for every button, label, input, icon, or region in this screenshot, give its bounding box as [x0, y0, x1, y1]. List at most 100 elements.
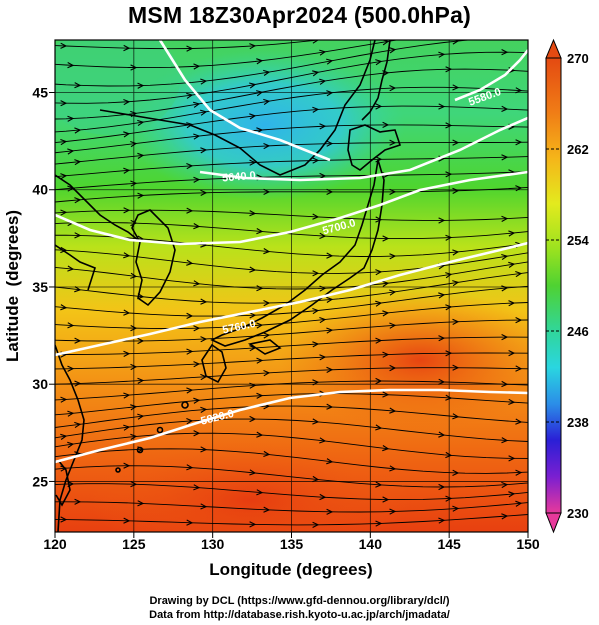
x-tick-label: 135 [280, 536, 304, 552]
streamline-arrow [193, 101, 201, 108]
y-tick-label: 30 [32, 376, 48, 392]
credit-data: Data from http://database.rish.kyoto-u.a… [149, 609, 450, 621]
streamline-arrow [452, 469, 460, 477]
streamline-arrow [382, 280, 390, 287]
streamline-arrow [130, 325, 138, 332]
streamline-arrow [74, 127, 82, 134]
streamline-arrow [74, 159, 82, 166]
streamline-arrow [508, 398, 516, 406]
streamline-arrow [382, 121, 390, 128]
geopotential-contours [55, 40, 528, 464]
streamline-arrow [389, 322, 397, 329]
streamline-arrow [319, 493, 327, 501]
streamline-arrow [74, 380, 82, 387]
streamline [55, 302, 528, 329]
streamline-arrow [375, 337, 383, 344]
streamline-arrow [60, 42, 68, 49]
streamline-arrow [452, 364, 460, 371]
streamline-arrow [389, 84, 397, 92]
streamline [55, 261, 528, 290]
streamline-arrow [193, 133, 201, 140]
streamline-arrow [137, 337, 145, 345]
streamline-arrow [123, 131, 131, 138]
streamline-arrow [123, 462, 131, 469]
temperature-field [55, 40, 528, 532]
streamline-arrow [256, 127, 264, 134]
streamline-arrow [452, 318, 460, 325]
streamline-arrow [452, 505, 460, 512]
streamline-arrow [445, 234, 453, 241]
streamline-arrow [186, 45, 194, 52]
streamline-arrow [452, 249, 460, 256]
streamline-arrow [452, 413, 460, 420]
streamline-arrow [389, 139, 397, 146]
streamline-arrow [508, 455, 516, 462]
streamline-arrow [326, 327, 334, 334]
streamline-arrow [312, 341, 320, 348]
streamline-arrow [508, 261, 516, 268]
streamline-arrow [438, 335, 446, 342]
contour-5700 [55, 170, 528, 246]
streamline-arrow [445, 171, 453, 178]
contour-5580 [454, 49, 528, 102]
colorbar-tick-label: 262 [567, 142, 589, 157]
streamline-arrow [130, 180, 138, 187]
streamline-arrow [130, 363, 138, 371]
streamline-arrow [452, 84, 460, 91]
streamline-arrow [60, 516, 68, 523]
streamline-arrow [501, 334, 509, 341]
streamline-arrow [200, 446, 208, 453]
streamline-arrow [389, 47, 397, 54]
streamline-arrow [312, 307, 320, 315]
streamline-arrow [186, 464, 194, 471]
streamline-arrow [382, 445, 390, 452]
x-tick-label: 125 [122, 536, 146, 552]
streamline-arrow [123, 392, 131, 399]
streamline-arrow [326, 296, 334, 303]
streamline-arrow [193, 63, 201, 70]
streamline-arrow [200, 109, 208, 116]
streamline-arrow [137, 377, 145, 384]
streamline-arrow [67, 265, 75, 272]
streamline-arrow [501, 285, 509, 292]
streamline [55, 405, 528, 428]
streamline-arrow [263, 188, 271, 195]
streamline-arrow [130, 140, 138, 148]
y-tick-label: 45 [32, 85, 48, 101]
streamline-arrow [326, 458, 334, 465]
streamline-arrow [130, 272, 138, 279]
streamline-arrow [319, 316, 327, 324]
streamline-arrow [193, 325, 201, 332]
streamline-arrow [60, 396, 68, 403]
streamline-arrow [74, 498, 82, 505]
streamline-arrow [256, 392, 264, 399]
streamline-arrow [312, 213, 320, 220]
streamline-arrow [438, 483, 446, 491]
streamline-arrow [256, 431, 264, 438]
streamline [55, 234, 528, 257]
streamline-arrow [137, 500, 145, 507]
x-tick-label: 150 [516, 536, 540, 552]
streamline-arrow [186, 312, 194, 319]
streamline-arrow [137, 192, 145, 199]
streamline-arrow [382, 235, 390, 242]
streamline-arrow [249, 159, 257, 166]
colorbar-top-triangle [545, 38, 562, 59]
streamline-arrow [501, 154, 509, 161]
streamline-arrow [67, 62, 75, 69]
streamline-arrow [445, 122, 453, 129]
streamline-arrow [438, 378, 446, 385]
streamline-arrow [445, 272, 453, 279]
streamline-arrow [193, 430, 201, 437]
streamline [55, 124, 528, 154]
streamline-arrow [326, 508, 334, 515]
streamline-arrow [375, 424, 383, 431]
streamline-arrow [74, 232, 82, 239]
streamline-arrow [74, 197, 82, 204]
streamline-arrow [445, 304, 453, 311]
streamline-arrow [256, 357, 264, 364]
streamline-arrow [319, 123, 327, 130]
streamline-arrow [200, 406, 208, 413]
streamline-arrow [389, 364, 397, 372]
streamline-arrow [445, 30, 451, 35]
